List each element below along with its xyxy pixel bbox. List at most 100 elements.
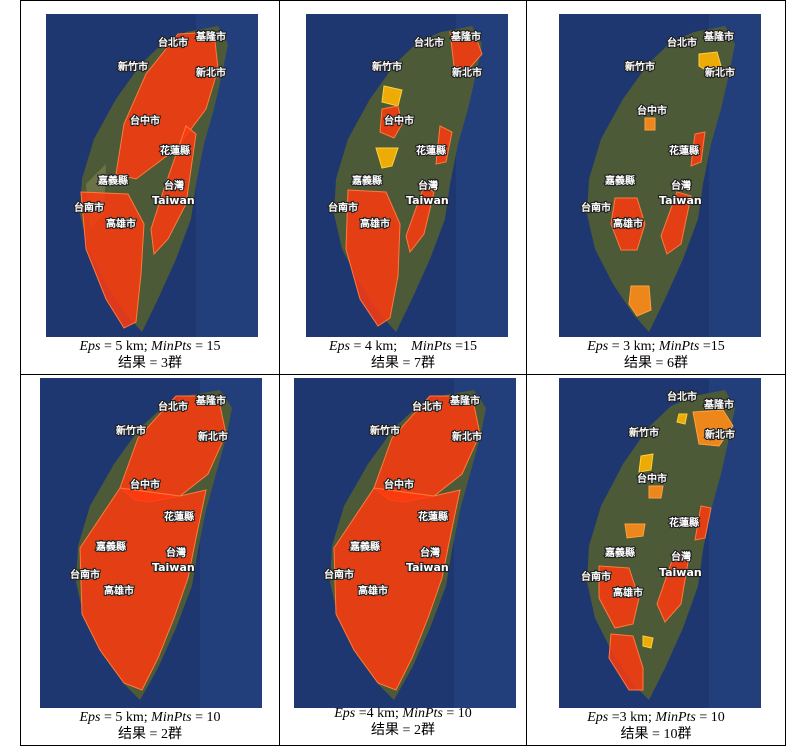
svg-text:台南市: 台南市 xyxy=(324,568,354,581)
table-border xyxy=(20,0,21,746)
cluster-map-6: 基隆市 台北市 新北市 新竹市 台中市 花蓮縣 嘉義縣 台灣 Taiwan 台南… xyxy=(559,378,761,708)
svg-text:基隆市: 基隆市 xyxy=(703,398,734,411)
svg-text:台中市: 台中市 xyxy=(384,478,414,491)
svg-text:台灣: 台灣 xyxy=(671,179,691,192)
svg-text:台灣: 台灣 xyxy=(166,546,186,559)
svg-text:台中市: 台中市 xyxy=(384,114,414,127)
params-line: Eps =4 km; MinPts = 10 xyxy=(334,706,472,721)
panel-5-caption: Eps =4 km; MinPts = 10 结果 = 2群 xyxy=(280,705,526,739)
panel-3: 基隆市 台北市 新北市 新竹市 台中市 花蓮縣 嘉義縣 台灣 Taiwan 台南… xyxy=(527,1,785,374)
params-line: Eps = 5 km; MinPts = 15 xyxy=(79,339,221,354)
panel-5: 基隆市 台北市 新北市 新竹市 台中市 花蓮縣 嘉義縣 台灣 Taiwan 台南… xyxy=(280,375,526,745)
svg-text:台中市: 台中市 xyxy=(637,104,667,117)
svg-text:Taiwan: Taiwan xyxy=(406,194,449,207)
svg-text:Taiwan: Taiwan xyxy=(659,566,702,579)
svg-text:台北市: 台北市 xyxy=(667,36,697,49)
panel-2: 基隆市 台北市 新北市 新竹市 台中市 花蓮縣 嘉義縣 台灣 Taiwan 台南… xyxy=(280,1,526,374)
panel-6: 基隆市 台北市 新北市 新竹市 台中市 花蓮縣 嘉義縣 台灣 Taiwan 台南… xyxy=(527,375,785,745)
panel-3-caption: Eps = 3 km; MinPts =15 结果 = 6群 xyxy=(527,338,785,372)
label-hsinchu: 新竹市 xyxy=(118,60,148,73)
svg-text:台北市: 台北市 xyxy=(667,390,697,403)
svg-text:高雄市: 高雄市 xyxy=(104,584,134,597)
label-hualien: 花蓮縣 xyxy=(160,144,190,157)
svg-text:基隆市: 基隆市 xyxy=(703,30,734,43)
svg-text:花蓮縣: 花蓮縣 xyxy=(416,144,446,157)
panel-1-caption: Eps = 5 km; MinPts = 15 结果 = 3群 xyxy=(21,338,279,372)
svg-text:台灣: 台灣 xyxy=(671,550,691,563)
result-line: 结果 = 2群 xyxy=(371,723,435,738)
svg-text:新竹市: 新竹市 xyxy=(116,424,146,437)
svg-text:台南市: 台南市 xyxy=(581,201,611,214)
cluster-map-4: 基隆市 台北市 新北市 新竹市 台中市 花蓮縣 嘉義縣 台灣 Taiwan 台南… xyxy=(40,378,262,708)
svg-text:台北市: 台北市 xyxy=(158,400,188,413)
svg-text:台北市: 台北市 xyxy=(412,400,442,413)
svg-text:Taiwan: Taiwan xyxy=(659,194,702,207)
svg-text:台灣: 台灣 xyxy=(420,546,440,559)
results-table: 基隆市 台北市 新北市 新竹市 台中市 花蓮縣 嘉義縣 台灣 Taiwan 台南… xyxy=(20,0,786,746)
panel-2-caption: Eps = 4 km; MinPts =15 结果 = 7群 xyxy=(280,338,526,372)
svg-text:高雄市: 高雄市 xyxy=(360,217,390,230)
svg-text:新北市: 新北市 xyxy=(705,66,735,79)
svg-text:基隆市: 基隆市 xyxy=(450,30,481,43)
svg-text:台南市: 台南市 xyxy=(70,568,100,581)
svg-text:新竹市: 新竹市 xyxy=(629,426,659,439)
panel-4-caption: Eps = 5 km; MinPts = 10 结果 = 2群 xyxy=(21,709,279,743)
svg-text:新北市: 新北市 xyxy=(452,66,482,79)
svg-text:新北市: 新北市 xyxy=(705,428,735,441)
svg-text:台北市: 台北市 xyxy=(414,36,444,49)
svg-text:Taiwan: Taiwan xyxy=(406,561,449,574)
result-line: 结果 = 3群 xyxy=(118,356,182,371)
svg-text:Taiwan: Taiwan xyxy=(152,561,195,574)
table-border xyxy=(20,745,786,746)
label-chiayi: 嘉義縣 xyxy=(97,174,128,187)
svg-text:台灣: 台灣 xyxy=(418,179,438,192)
svg-text:基隆市: 基隆市 xyxy=(449,394,480,407)
label-taiwan-cn: 台灣 xyxy=(164,179,184,192)
result-line: 结果 = 2群 xyxy=(118,727,182,742)
svg-text:新北市: 新北市 xyxy=(452,430,482,443)
svg-text:花蓮縣: 花蓮縣 xyxy=(669,516,699,529)
result-line: 结果 = 10群 xyxy=(620,727,692,742)
svg-text:嘉義縣: 嘉義縣 xyxy=(604,546,635,559)
svg-text:花蓮縣: 花蓮縣 xyxy=(669,144,699,157)
label-taiwan: Taiwan xyxy=(152,194,195,207)
label-new-taipei: 新北市 xyxy=(196,66,226,79)
svg-text:新竹市: 新竹市 xyxy=(372,60,402,73)
svg-text:高雄市: 高雄市 xyxy=(358,584,388,597)
cluster-map-5: 基隆市 台北市 新北市 新竹市 台中市 花蓮縣 嘉義縣 台灣 Taiwan 台南… xyxy=(294,378,516,708)
svg-text:嘉義縣: 嘉義縣 xyxy=(351,174,382,187)
label-taichung: 台中市 xyxy=(130,114,160,127)
params-line: Eps = 3 km; MinPts =15 xyxy=(587,339,725,354)
svg-text:高雄市: 高雄市 xyxy=(613,217,643,230)
label-keelung: 基隆市 xyxy=(195,30,226,43)
label-taipei: 台北市 xyxy=(158,36,188,49)
svg-text:基隆市: 基隆市 xyxy=(195,394,226,407)
svg-text:嘉義縣: 嘉義縣 xyxy=(604,174,635,187)
label-tainan: 台南市 xyxy=(74,201,104,214)
table-border xyxy=(785,0,786,746)
cluster-map-3: 基隆市 台北市 新北市 新竹市 台中市 花蓮縣 嘉義縣 台灣 Taiwan 台南… xyxy=(559,14,761,337)
svg-text:台中市: 台中市 xyxy=(637,472,667,485)
result-line: 结果 = 6群 xyxy=(624,356,688,371)
params-line: Eps =3 km; MinPts = 10 xyxy=(587,710,725,725)
svg-text:花蓮縣: 花蓮縣 xyxy=(418,510,448,523)
table-border xyxy=(526,0,527,746)
svg-text:新竹市: 新竹市 xyxy=(625,60,655,73)
svg-text:台南市: 台南市 xyxy=(328,201,358,214)
table-border xyxy=(20,0,786,1)
table-border xyxy=(20,374,786,375)
svg-text:嘉義縣: 嘉義縣 xyxy=(349,540,380,553)
svg-text:新北市: 新北市 xyxy=(198,430,228,443)
params-line: Eps = 5 km; MinPts = 10 xyxy=(79,710,221,725)
params-line: Eps = 4 km; MinPts =15 xyxy=(328,339,478,354)
svg-text:台南市: 台南市 xyxy=(581,570,611,583)
panel-4: 基隆市 台北市 新北市 新竹市 台中市 花蓮縣 嘉義縣 台灣 Taiwan 台南… xyxy=(21,375,279,745)
label-kaohsiung: 高雄市 xyxy=(106,217,136,230)
cluster-map-2: 基隆市 台北市 新北市 新竹市 台中市 花蓮縣 嘉義縣 台灣 Taiwan 台南… xyxy=(306,14,508,337)
table-border xyxy=(279,0,280,746)
svg-text:台中市: 台中市 xyxy=(130,478,160,491)
svg-text:花蓮縣: 花蓮縣 xyxy=(164,510,194,523)
panel-1: 基隆市 台北市 新北市 新竹市 台中市 花蓮縣 嘉義縣 台灣 Taiwan 台南… xyxy=(21,1,279,374)
svg-text:嘉義縣: 嘉義縣 xyxy=(95,540,126,553)
svg-text:高雄市: 高雄市 xyxy=(613,586,643,599)
